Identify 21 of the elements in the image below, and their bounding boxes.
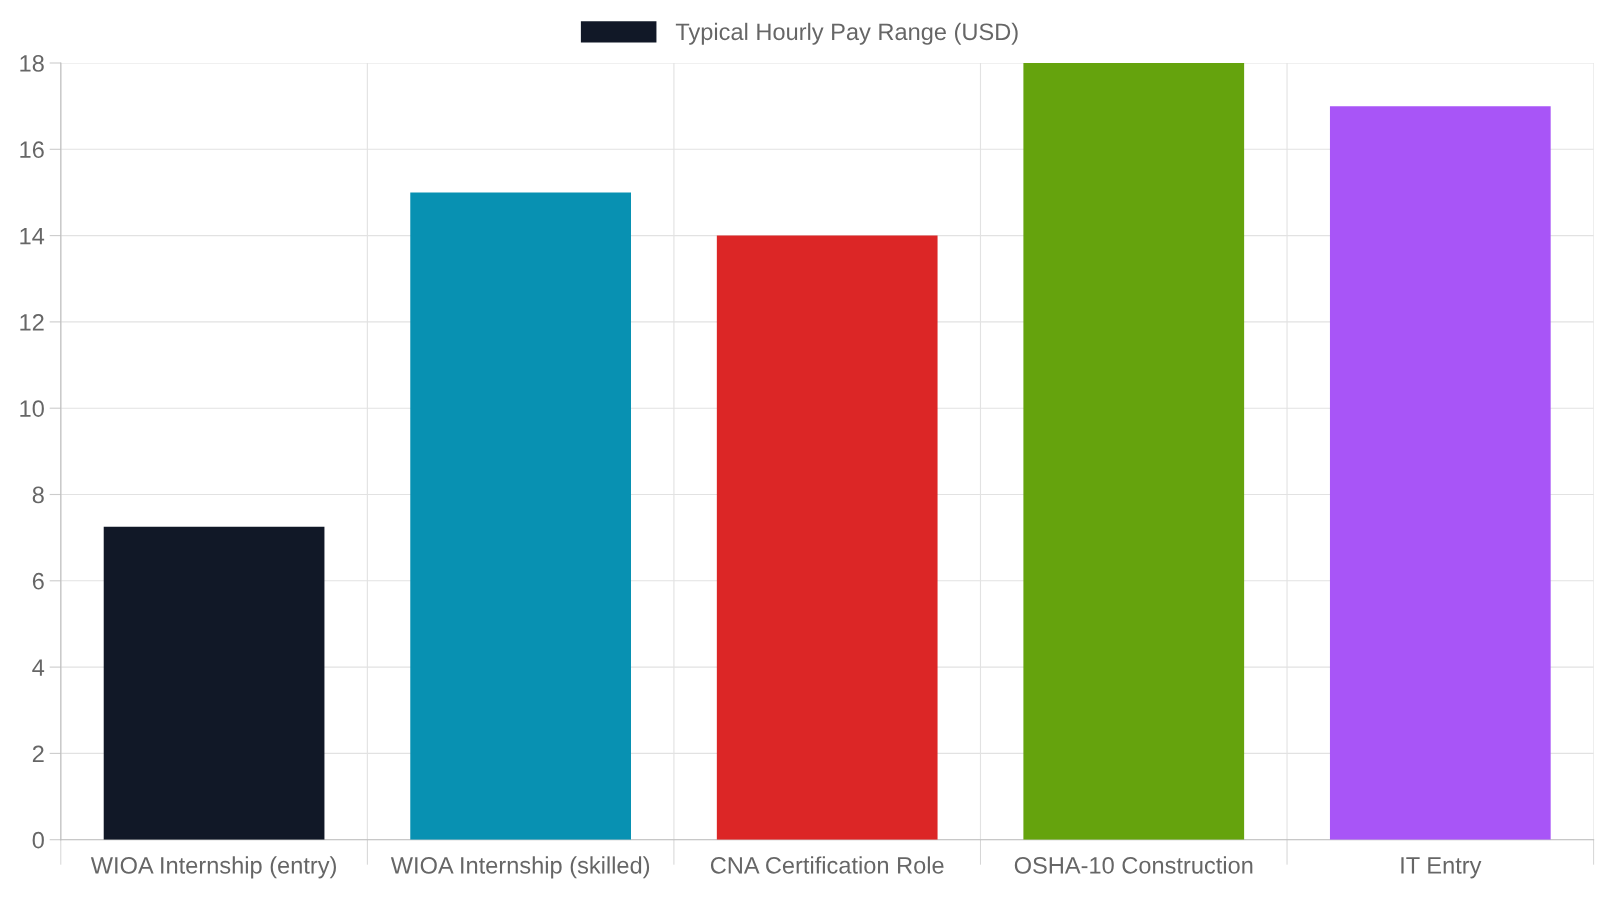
y-tick-label: 2 [32,745,44,762]
x-tick-label: WIOA Internship (entry) [90,856,336,879]
legend-label: Typical Hourly Pay Range (USD) [675,22,1018,45]
bar [716,235,938,840]
y-tick-label: 18 [20,55,44,72]
y-tick-label: 8 [32,486,44,504]
y-tick-label: 6 [32,572,44,590]
bar [1329,106,1551,840]
x-tick-label: CNA Certification Role [710,856,944,874]
y-tick-label: 14 [20,227,45,245]
x-tick-label: IT Entry [1401,857,1482,879]
y-tick-label: 4 [32,659,45,676]
bar [1023,63,1245,840]
bar [103,526,325,840]
y-tick-label: 10 [20,400,44,417]
y-tick-label: 16 [20,141,44,159]
bar [410,192,631,840]
y-tick-label: 12 [20,313,44,331]
x-tick-label: OSHA-10 Construction [1014,856,1253,874]
y-tick-label: 0 [32,831,44,849]
x-tick-label: WIOA Internship (skilled) [390,856,650,879]
